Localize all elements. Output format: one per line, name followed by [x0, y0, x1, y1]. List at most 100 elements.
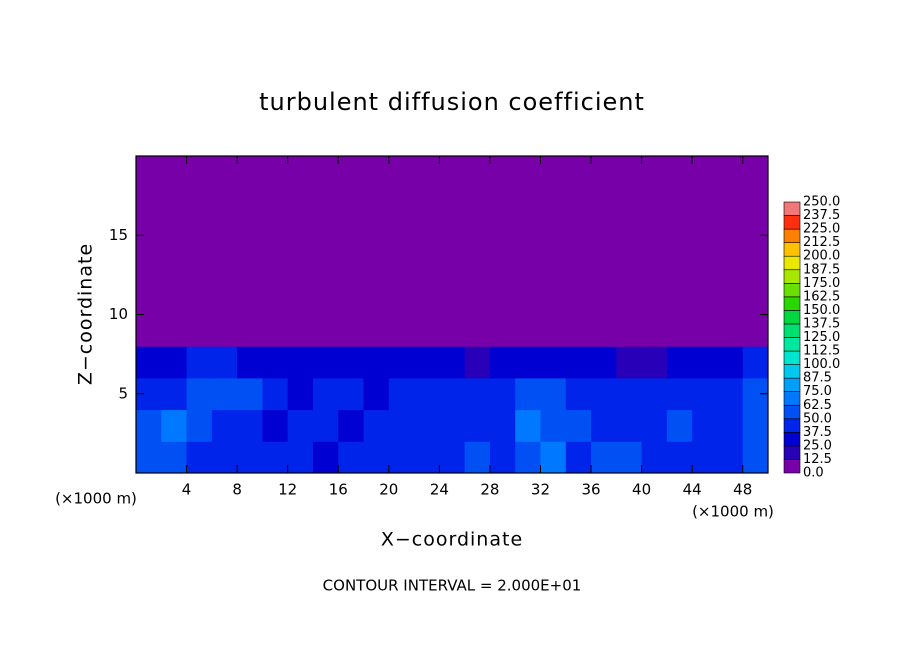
- cell: [540, 441, 567, 474]
- cell: [363, 377, 390, 411]
- colorbar-label: 250.0: [803, 195, 840, 210]
- cell: [515, 441, 541, 474]
- cell: [388, 441, 415, 474]
- cell: [262, 346, 289, 379]
- cell: [161, 346, 188, 379]
- cell: [312, 377, 339, 411]
- cell: [439, 441, 466, 474]
- colorbar-label: 137.5: [803, 316, 840, 331]
- cell: [616, 156, 643, 347]
- colorbar-label: 0.0: [803, 466, 824, 481]
- colorbar-label: 62.5: [803, 398, 832, 413]
- cell: [692, 441, 718, 474]
- colorbar-box: [783, 296, 801, 311]
- cell: [515, 346, 541, 379]
- cell: [312, 409, 339, 442]
- cell: [591, 156, 617, 347]
- cell: [464, 346, 491, 379]
- cell: [717, 346, 744, 379]
- cell: [287, 156, 314, 347]
- x-tick-label: 4: [182, 481, 192, 499]
- x-tick-label: 24: [430, 481, 449, 499]
- cell: [136, 409, 162, 442]
- cell: [692, 377, 718, 411]
- cell: [742, 441, 769, 474]
- cell: [338, 346, 365, 379]
- cell: [489, 156, 516, 347]
- cell: [237, 441, 263, 474]
- cell: [388, 409, 415, 442]
- colorbar-label: 112.5: [803, 344, 840, 359]
- cell: [540, 377, 567, 411]
- x-tick-label: 40: [632, 481, 651, 499]
- colorbar-label: 200.0: [803, 249, 840, 264]
- colorbar-label: 187.5: [803, 262, 840, 277]
- colorbar-box: [783, 215, 801, 230]
- cell: [742, 409, 769, 442]
- cell: [414, 409, 440, 442]
- cell: [540, 346, 567, 379]
- cell: [287, 441, 314, 474]
- x-tick-label: 48: [733, 481, 752, 499]
- cell: [414, 156, 440, 347]
- cell: [262, 409, 289, 442]
- colorbar-box: [783, 364, 801, 379]
- colorbar-label: 50.0: [803, 411, 832, 426]
- cell: [186, 441, 213, 474]
- cell: [287, 377, 314, 411]
- cell: [742, 156, 769, 347]
- cell: [338, 441, 365, 474]
- colorbar-label: 212.5: [803, 235, 840, 250]
- cell: [464, 377, 491, 411]
- cell: [388, 156, 415, 347]
- cell: [591, 346, 617, 379]
- cell: [161, 441, 188, 474]
- cell: [262, 441, 289, 474]
- cell: [666, 441, 693, 474]
- colorbar-box: [783, 310, 801, 325]
- colorbar-box: [783, 242, 801, 257]
- colorbar-box: [783, 269, 801, 284]
- x-tick-label: 28: [480, 481, 499, 499]
- y-tick-label: 15: [109, 226, 128, 244]
- cell: [515, 409, 541, 442]
- cell: [641, 377, 668, 411]
- cell: [616, 346, 643, 379]
- cell: [287, 409, 314, 442]
- cell: [211, 346, 238, 379]
- cell: [338, 377, 365, 411]
- colorbar-box: [783, 350, 801, 365]
- x-tick-label: 16: [329, 481, 348, 499]
- cell: [237, 156, 263, 347]
- cell: [641, 346, 668, 379]
- cell: [338, 409, 365, 442]
- cell: [515, 156, 541, 347]
- cell: [439, 156, 466, 347]
- cell: [388, 346, 415, 379]
- cell: [692, 156, 718, 347]
- y-unit-label: (×1000 m): [55, 490, 137, 508]
- cell: [161, 156, 188, 347]
- cell: [464, 409, 491, 442]
- cell: [464, 156, 491, 347]
- x-tick-label: 32: [531, 481, 550, 499]
- y-tick-label: 5: [118, 384, 128, 402]
- cell: [616, 441, 643, 474]
- cell: [439, 409, 466, 442]
- cell: [186, 346, 213, 379]
- cell: [641, 156, 668, 347]
- cell: [666, 377, 693, 411]
- cell: [565, 441, 592, 474]
- x-tick-label: 20: [379, 481, 398, 499]
- colorbar-box: [783, 323, 801, 338]
- colorbar-box: [783, 459, 801, 474]
- cell: [717, 409, 744, 442]
- colorbar-label: 12.5: [803, 452, 832, 467]
- cell: [211, 377, 238, 411]
- cell: [489, 409, 516, 442]
- cell: [136, 441, 162, 474]
- cell: [565, 377, 592, 411]
- cell: [211, 156, 238, 347]
- cell: [591, 441, 617, 474]
